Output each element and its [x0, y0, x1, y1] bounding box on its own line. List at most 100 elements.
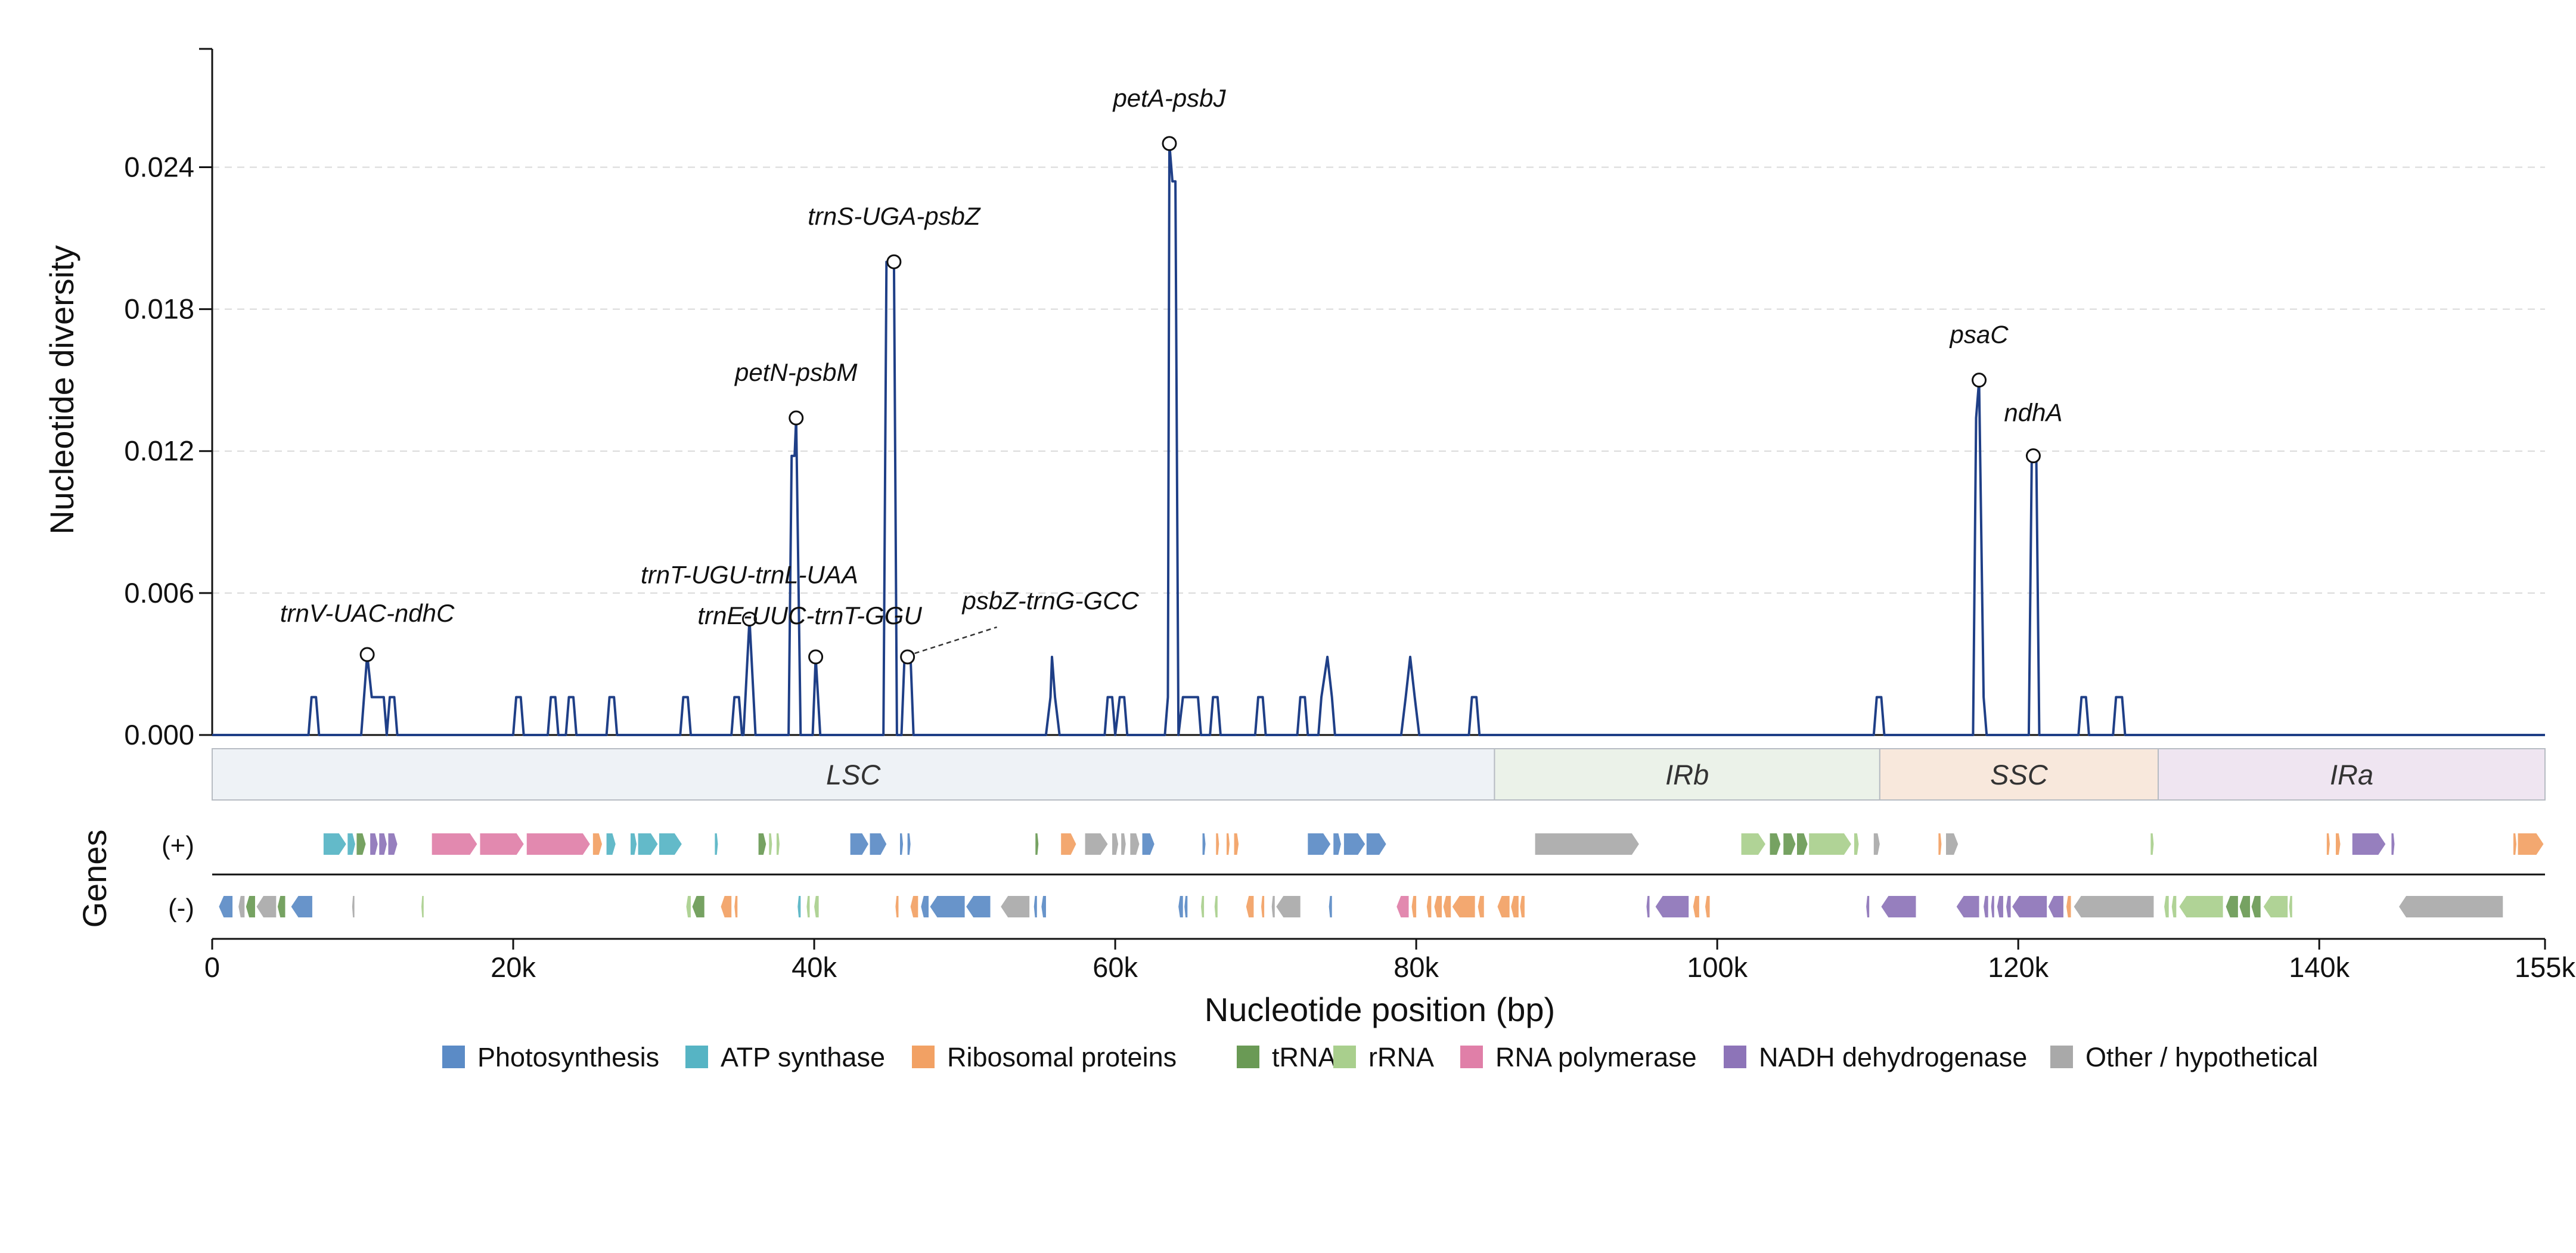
peak-marker — [789, 410, 804, 426]
legend-label: RNA polymerase — [1495, 1042, 1697, 1072]
x-tick-label: 100k — [1687, 951, 1748, 983]
peak-label: petA-psbJ — [1112, 84, 1226, 112]
gene-arrow — [2179, 896, 2223, 917]
legend-swatch — [2050, 1046, 2073, 1068]
gene-arrow — [2326, 833, 2330, 855]
gene-arrow — [356, 833, 366, 855]
peak-label: psaC — [1949, 321, 2009, 349]
gene-arrow — [692, 896, 704, 917]
peak-label: trnS-UGA-psbZ — [808, 202, 981, 230]
gene-arrow — [2263, 896, 2288, 917]
gene-arrow — [1035, 833, 1039, 855]
gene-arrow — [1178, 896, 1183, 917]
gene-arrow — [432, 833, 477, 855]
gene-arrow — [480, 833, 524, 855]
x-tick-label: 155k — [2515, 951, 2575, 983]
gene-arrow — [1881, 896, 1916, 917]
gene-arrow — [1434, 896, 1442, 917]
gene-arrow — [1741, 833, 1765, 855]
gene-track-title: Genes — [76, 830, 113, 928]
peak-label: ndhA — [2004, 399, 2062, 427]
gene-arrow — [1938, 833, 1942, 855]
gene-arrow — [930, 896, 965, 917]
gene-arrow — [630, 833, 637, 855]
peak-marker — [2025, 448, 2041, 464]
gene-arrow — [1085, 833, 1108, 855]
plus-strand-label: (+) — [162, 831, 194, 860]
diversity-line-layer — [212, 142, 2545, 736]
region-label: LSC — [826, 759, 881, 790]
gene-arrow — [1234, 833, 1239, 855]
legend-swatch — [1724, 1046, 1746, 1068]
legend-swatch — [1333, 1046, 1356, 1068]
gene-arrow — [1261, 896, 1265, 917]
gene-arrow — [370, 833, 378, 855]
legend-label: ATP synthase — [721, 1042, 885, 1072]
x-tick-label: 120k — [1988, 951, 2049, 983]
gene-arrow — [1121, 833, 1126, 855]
gene-arrow — [1001, 896, 1030, 917]
gene-arrow — [1271, 896, 1275, 917]
gene-arrow — [907, 833, 911, 855]
gene-arrow — [1497, 896, 1510, 917]
legend-swatch — [442, 1046, 465, 1068]
gene-arrow — [1184, 896, 1188, 917]
plot-axes: 0.000 0.006 0.012 0.018 0.024 — [124, 48, 2545, 750]
gene-arrow — [1655, 896, 1689, 917]
gene-arrow — [1308, 833, 1331, 855]
peak-marker — [900, 649, 915, 665]
gene-arrow — [606, 833, 616, 855]
gene-arrow — [388, 833, 398, 855]
gene-arrow — [1997, 896, 2003, 917]
gene-arrow — [1214, 896, 1218, 917]
y-axis-title: Nucleotide diversity — [43, 245, 80, 535]
region-band — [1494, 748, 1880, 801]
gene-arrow — [1956, 896, 1979, 917]
gene-arrow — [966, 896, 991, 917]
legend-label: tRNA — [1272, 1042, 1336, 1072]
legend-label: Ribosomal proteins — [947, 1042, 1177, 1072]
gene-arrow — [910, 896, 918, 917]
legend-label: NADH dehydrogenase — [1759, 1042, 2027, 1072]
gene-arrow — [1770, 833, 1781, 855]
gene-arrow — [1426, 896, 1432, 917]
gene-arrow — [1276, 896, 1301, 917]
gene-arrow — [1646, 896, 1650, 917]
gene-arrow — [2336, 833, 2341, 855]
gene-arrow — [1693, 896, 1699, 917]
legend-swatch — [912, 1046, 935, 1068]
gene-arrow — [659, 833, 682, 855]
gene-arrow — [1866, 896, 1870, 917]
gene-arrow — [758, 833, 766, 855]
y-tick-label: 0.000 — [124, 719, 194, 750]
gene-arrow — [1809, 833, 1851, 855]
gene-arrow — [2352, 833, 2386, 855]
region-band-layer: LSC IRb SSC IRa — [212, 748, 2546, 801]
legend: Photosynthesis ATP synthase Ribosomal prot… — [442, 1042, 2318, 1072]
peak-label: trnT-UGU-trnL-UAA — [641, 561, 858, 589]
gene-arrow — [2074, 896, 2154, 917]
gene-arrow — [638, 833, 658, 855]
y-tick-label: 0.018 — [124, 293, 194, 325]
gene-arrow — [1202, 833, 1206, 855]
x-tick-label: 40k — [792, 951, 837, 983]
region-label: SSC — [1990, 759, 2049, 790]
gene-arrow — [734, 896, 738, 917]
gene-arrow — [2513, 833, 2517, 855]
gene-arrow — [1535, 833, 1639, 855]
legend-label: Other / hypothetical — [2085, 1042, 2318, 1072]
gene-arrow — [2066, 896, 2071, 917]
region-label: IRa — [2330, 759, 2373, 790]
gene-arrow — [1520, 896, 1525, 917]
gene-arrow — [797, 896, 801, 917]
gene-arrow — [2006, 896, 2011, 917]
x-axis-layer: 0 20k 40k 60k 80k 100k 120k 140k 155k — [204, 938, 2575, 983]
gene-arrow — [2171, 896, 2177, 917]
peak-marker — [1162, 136, 1177, 151]
legend-swatch — [685, 1046, 708, 1068]
gene-arrow — [592, 833, 603, 855]
gene-track-layer — [212, 833, 2545, 917]
gene-arrow — [1329, 896, 1332, 917]
gene-arrow — [1366, 833, 1386, 855]
peak-marker — [886, 254, 902, 269]
